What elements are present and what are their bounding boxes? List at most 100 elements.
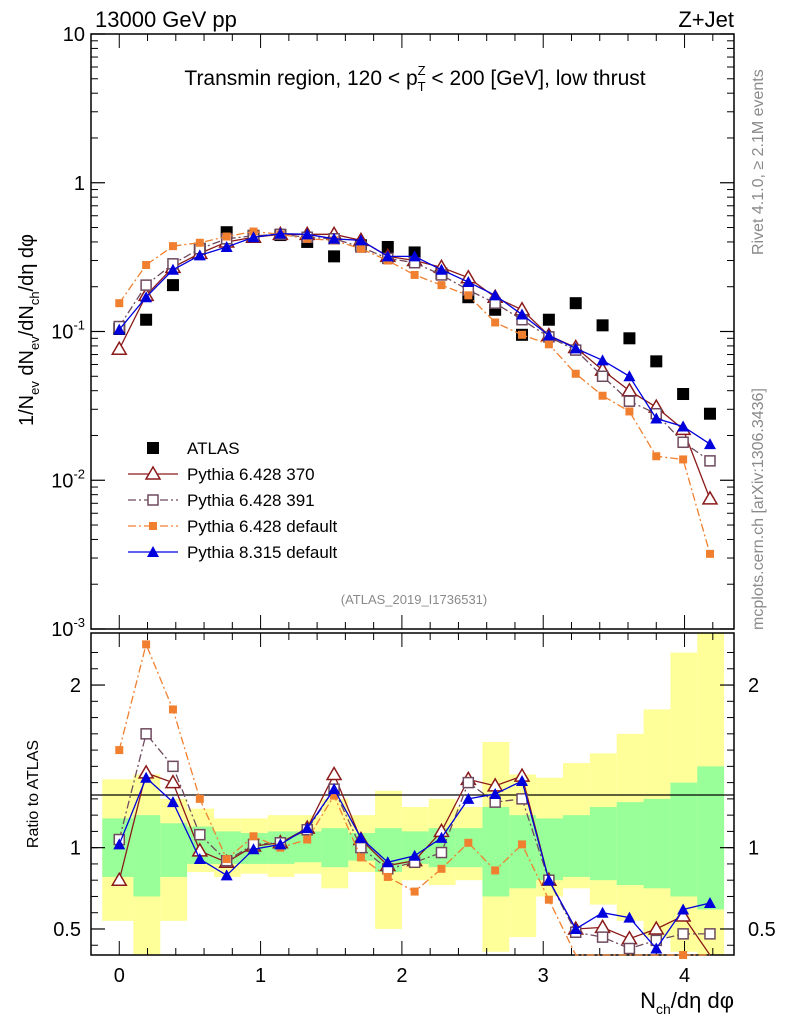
ratio-y-tick-label: 1 [748, 838, 759, 860]
main-point-pdef [410, 270, 419, 279]
ratio-point-p8 [193, 853, 206, 865]
ratio-point-p8 [220, 869, 233, 881]
band-inner-bin [321, 828, 349, 868]
main-point-ATLAS [542, 313, 555, 326]
analysis-id: (ATLAS_2019_I1736531) [341, 592, 487, 607]
band-inner-bin [670, 782, 698, 897]
ratio-point-pdef [303, 835, 312, 844]
ratio-point-pdef [142, 640, 151, 649]
main-point-pdef [652, 452, 661, 461]
ratio-point-pdef [330, 791, 339, 800]
band-inner-bin [455, 828, 483, 868]
ratio-point-p8 [516, 774, 529, 786]
rivet-label: Rivet 4.1.0, ≥ 2.1M events [750, 69, 767, 255]
region-title-main: Transmin region, 120 < p [184, 67, 417, 90]
main-point-p8 [354, 234, 367, 246]
main-point-p8 [301, 228, 314, 240]
main-point-p8 [166, 263, 179, 275]
main-point-pdef [142, 260, 151, 269]
main-point-pdef [195, 238, 204, 247]
main-point-p8 [489, 289, 502, 301]
main-point-ATLAS [328, 250, 341, 263]
main-point-pdef [437, 281, 446, 290]
region-title-tail: < 200 [GeV], low thrust [426, 67, 646, 90]
legend-label-pdef: Pythia 6.428 default [187, 517, 338, 536]
ratio-line-p391 [118, 732, 710, 950]
main-point-pdef [518, 330, 527, 339]
ratio-point-p370 [621, 930, 638, 945]
ratio-point-p391 [596, 931, 609, 943]
ratio-point-pdef [195, 794, 204, 803]
svg-text:Transmin region, 120 < pZT < 2: Transmin region, 120 < pZ T < 200 [GeV], … [184, 63, 645, 94]
main-point-p391 [677, 436, 689, 449]
ratio-point-p8 [703, 896, 716, 908]
band-inner-bin [133, 815, 161, 897]
legend-marker-p8 [147, 546, 159, 557]
main-point-p8 [516, 308, 529, 320]
ratio-point-p8 [489, 788, 502, 799]
main-point-ATLAS [140, 313, 153, 326]
ratio-point-pdef [491, 866, 500, 875]
ratio-point-p8 [381, 856, 394, 868]
x-tick-label: 3 [538, 965, 549, 987]
ratio-point-p8 [354, 831, 367, 843]
main-point-p391 [704, 455, 716, 467]
ratio-point-pdef [115, 746, 124, 755]
y-tick-label: 10-1 [51, 318, 85, 344]
ratio-point-p8 [274, 838, 287, 850]
band-inner-bin [643, 798, 671, 889]
ratio-point-p391 [140, 728, 152, 740]
main-point-ATLAS [623, 332, 636, 345]
main-point-p391 [140, 279, 152, 291]
ratio-point-p8 [542, 874, 555, 886]
ratio-point-pdef [410, 887, 419, 896]
ratio-y-axis-label: Ratio to ATLAS [25, 740, 42, 848]
band-inner-bin [563, 815, 590, 877]
main-point-ATLAS [381, 240, 394, 253]
band-inner-bin [589, 807, 617, 881]
series-line-p391 [118, 233, 711, 462]
main-point-ATLAS [650, 355, 663, 368]
x-tick-label: 2 [396, 965, 407, 987]
ratio-y-tick-label: 0.5 [748, 919, 776, 941]
x-tick-label: 1 [255, 965, 266, 987]
main-y-axis-label: 1/Nev dNev/dNch/dη dφ [16, 234, 42, 426]
series-line-pdef [118, 230, 711, 555]
ratio-point-p370 [325, 765, 343, 781]
main-point-p8 [381, 250, 394, 262]
ratio-point-p8 [408, 849, 421, 861]
main-point-p370 [621, 382, 638, 397]
legend-marker-p391 [147, 494, 159, 506]
region-title-sub: T [418, 79, 426, 94]
ratio-point-p391 [462, 776, 475, 789]
main-point-pdef [356, 244, 365, 253]
main-point-p8 [596, 354, 609, 366]
ratio-point-pdef [222, 855, 231, 864]
main-point-pdef [222, 232, 231, 241]
main-point-p8 [408, 250, 421, 262]
main-point-p8 [113, 323, 126, 335]
band-inner-bin [616, 802, 644, 886]
ratio-point-p8 [140, 771, 153, 783]
legend-marker-pdef [149, 522, 157, 530]
ratio-point-p391 [704, 928, 716, 940]
energy-label: 13000 GeV pp [95, 7, 237, 32]
main-point-p8 [247, 231, 260, 243]
main-point-pdef [464, 291, 473, 300]
x-axis-label: Nch/dη dφ [640, 988, 734, 1017]
ratio-series-group [110, 640, 716, 959]
ratio-point-pdef [679, 951, 688, 959]
y-tick-label: 10 [63, 24, 85, 46]
ratio-point-p391 [677, 928, 689, 940]
ratio-point-p370 [110, 871, 128, 886]
main-point-p8 [542, 329, 555, 341]
main-point-p8 [435, 263, 448, 275]
ratio-point-p8 [596, 906, 609, 918]
ratio-point-p370 [647, 920, 665, 935]
main-point-ATLAS [166, 279, 179, 292]
ratio-plot-frame [90, 632, 735, 956]
ratio-point-pdef [249, 832, 258, 841]
ratio-point-pdef [544, 895, 553, 904]
band-inner-bin [482, 807, 510, 897]
